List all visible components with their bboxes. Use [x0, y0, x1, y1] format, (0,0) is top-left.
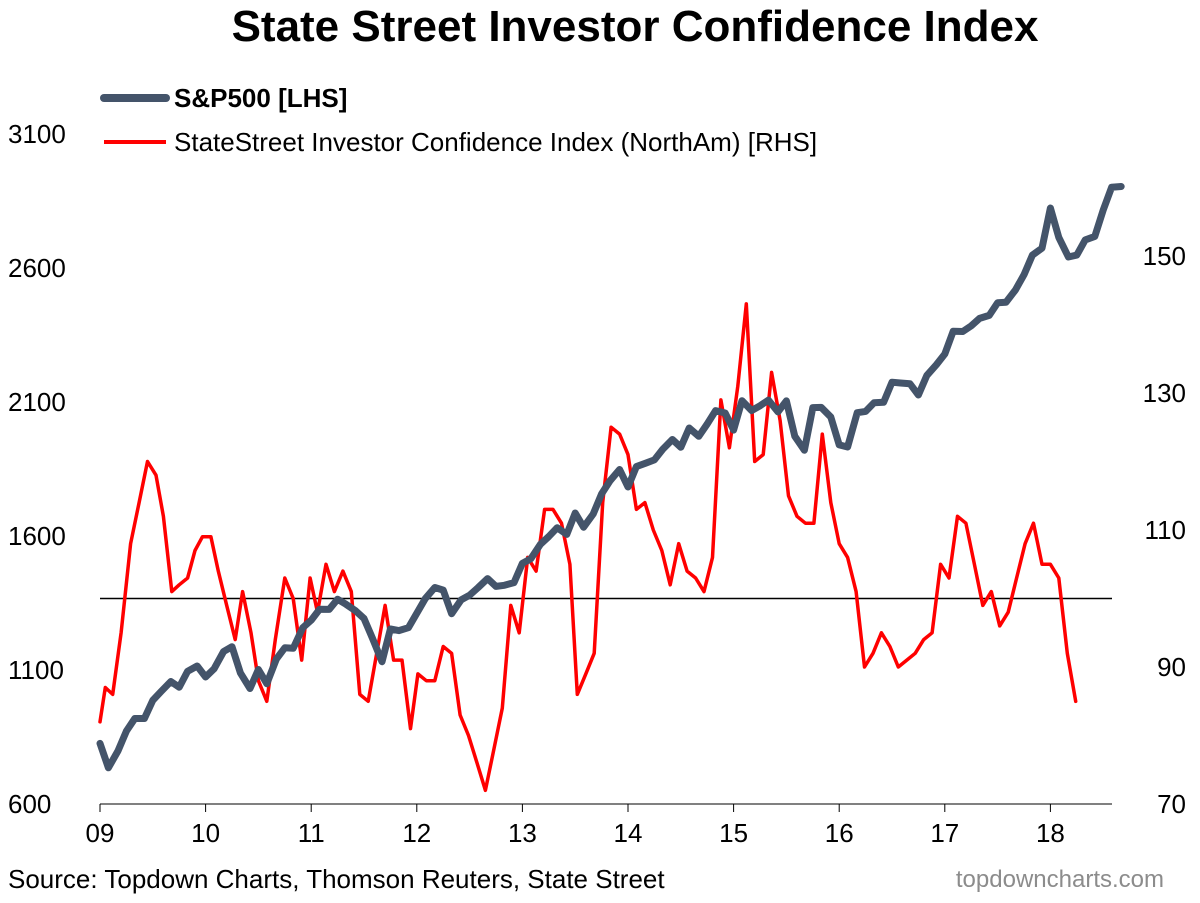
y-left-tick-label: 1600 [8, 521, 66, 551]
brand-watermark: topdowncharts.com [955, 866, 1164, 893]
x-tick-label: 11 [298, 818, 325, 848]
y-left-tick-label: 2600 [8, 253, 66, 283]
series-group [96, 183, 1125, 793]
y-left-tick-label: 2100 [8, 387, 66, 417]
x-tick-label: 15 [719, 818, 748, 848]
y-right-tick-label: 70 [1157, 789, 1186, 819]
y-right-tick-label: 150 [1143, 241, 1186, 271]
x-tick-label: 10 [191, 818, 220, 848]
legend-label-sp500: S&P500 [LHS] [174, 83, 347, 113]
y-left-tick-label: 3100 [8, 119, 66, 149]
y-left-tick-label: 1100 [8, 655, 64, 685]
source-note: Source: Topdown Charts, Thomson Reuters,… [8, 864, 665, 894]
x-tick-label: 12 [402, 818, 431, 848]
x-tick-label: 18 [1036, 818, 1065, 848]
legend-label-confidence: StateStreet Investor Confidence Index (N… [174, 127, 817, 157]
y-right-tick-label: 110 [1145, 515, 1186, 545]
y-right-tick-label: 130 [1143, 378, 1186, 408]
x-tick-label: 09 [86, 818, 115, 848]
chart-axes: 09 10 11 12 13 14 15 16 17 18 600 1100 1600 2100 2600 3… [8, 119, 1186, 848]
series-line-sp500 [96, 183, 1125, 772]
x-tick-label: 16 [825, 818, 854, 848]
x-tick-label: 14 [614, 818, 643, 848]
series-line-confidence [98, 302, 1078, 793]
x-tick-label: 17 [930, 818, 959, 848]
x-tick-label: 13 [508, 818, 537, 848]
chart-title: State Street Investor Confidence Index [231, 2, 1039, 51]
chart-legend: S&P500 [LHS] StateStreet Investor Confid… [100, 83, 817, 157]
y-right-tick-label: 90 [1157, 652, 1186, 682]
y-left-tick-label: 600 [8, 789, 51, 819]
